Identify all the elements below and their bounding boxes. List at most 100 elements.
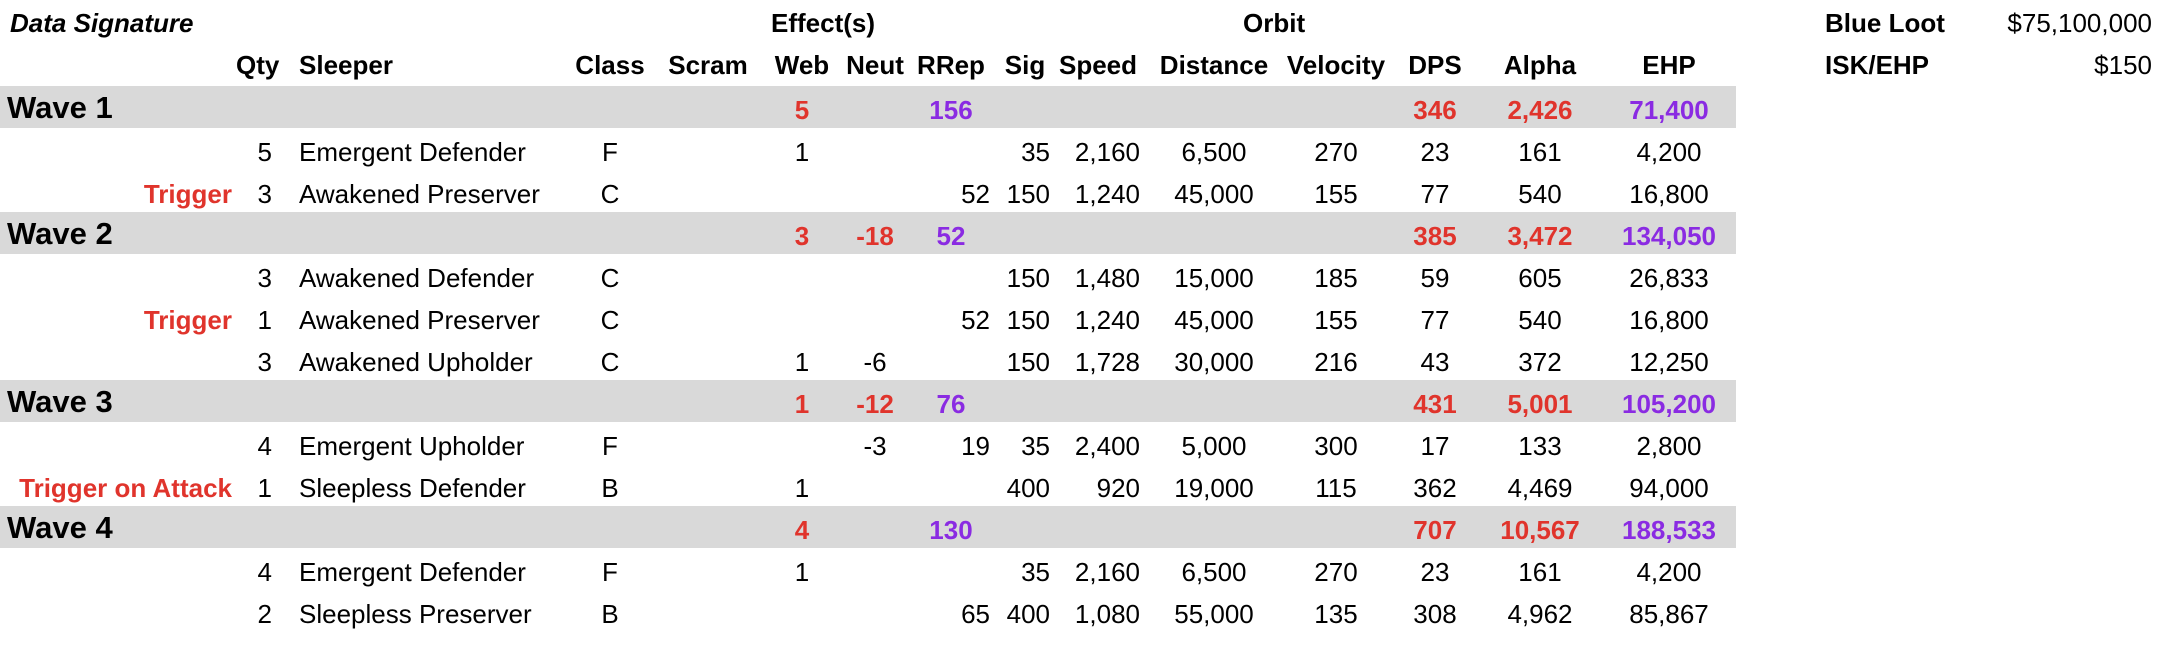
sleeper-ehp: 16,800	[1629, 305, 1709, 335]
wave-header-row	[0, 506, 1736, 548]
sleeper-distance: 30,000	[1174, 347, 1254, 377]
sleeper-class: F	[602, 137, 618, 167]
sleeper-distance: 6,500	[1181, 557, 1247, 587]
column-header-speed: Speed	[1058, 50, 1138, 80]
sleeper-alpha: 161	[1518, 557, 1562, 587]
sleeper-velocity: 270	[1314, 137, 1358, 167]
column-header-dps: DPS	[1408, 50, 1462, 80]
sleeper-velocity: 135	[1314, 599, 1358, 629]
wave-ehp-total: 71,400	[1629, 95, 1709, 125]
sleeper-velocity: 155	[1314, 179, 1358, 209]
sleeper-class: B	[601, 473, 619, 503]
sleeper-speed: 1,480	[1074, 263, 1140, 293]
sleeper-sleeper: Emergent Upholder	[299, 431, 525, 461]
sleeper-ehp: 26,833	[1629, 263, 1709, 293]
wave-header-row	[0, 86, 1736, 128]
sleeper-sig: 150	[1006, 347, 1050, 377]
wave-web-total: 1	[794, 389, 810, 419]
wave-alpha-total: 3,472	[1507, 221, 1573, 251]
wave-web-total: 3	[794, 221, 810, 251]
column-header-ehp: EHP	[1642, 50, 1696, 80]
column-header-distance: Distance	[1159, 50, 1269, 80]
sleeper-speed: 2,160	[1074, 137, 1140, 167]
sleeper-velocity: 300	[1314, 431, 1358, 461]
wave-rrep-total: 76	[936, 389, 966, 419]
sleeper-rrep: 19	[961, 431, 990, 461]
sleeper-qty: 5	[257, 137, 272, 167]
sleeper-dps: 362	[1413, 473, 1457, 503]
trigger-note: Trigger	[143, 179, 232, 209]
wave-alpha-total: 2,426	[1507, 95, 1573, 125]
sleeper-neut: -6	[863, 347, 887, 377]
sleeper-ehp: 4,200	[1636, 557, 1702, 587]
sleeper-dps: 17	[1420, 431, 1450, 461]
sleeper-dps: 23	[1420, 137, 1450, 167]
wave-web-total: 4	[794, 515, 810, 545]
column-header-web: Web	[774, 50, 830, 80]
sleeper-class: C	[600, 263, 620, 293]
column-header-rrep: RRep	[917, 50, 985, 80]
isk-ehp-label: ISK/EHP	[1825, 50, 1930, 80]
sleeper-sleeper: Awakened Defender	[299, 263, 535, 293]
column-header-scram: Scram	[668, 50, 748, 80]
wave-alpha-total: 5,001	[1507, 389, 1573, 419]
column-header-sleeper: Sleeper	[299, 50, 393, 80]
wave-dps-total: 707	[1413, 515, 1457, 545]
sleeper-speed: 1,240	[1074, 179, 1140, 209]
sleeper-velocity: 216	[1314, 347, 1358, 377]
wave-label: Wave 1	[7, 90, 113, 125]
sleeper-class: C	[600, 305, 620, 335]
sleeper-speed: 2,160	[1074, 557, 1140, 587]
sleeper-neut: -3	[863, 431, 887, 461]
wave-dps-total: 431	[1413, 389, 1457, 419]
sleeper-qty: 3	[257, 179, 272, 209]
sleeper-web: 1	[794, 473, 810, 503]
sleeper-velocity: 270	[1314, 557, 1358, 587]
sleeper-distance: 19,000	[1174, 473, 1254, 503]
sleeper-alpha: 161	[1518, 137, 1562, 167]
wave-rrep-total: 156	[929, 95, 973, 125]
sleeper-qty: 1	[257, 473, 272, 503]
sleeper-dps: 43	[1420, 347, 1450, 377]
sleeper-sleeper: Awakened Preserver	[299, 179, 540, 209]
sleeper-class: F	[602, 431, 618, 461]
sleeper-alpha: 605	[1518, 263, 1562, 293]
sleeper-sleeper: Awakened Preserver	[299, 305, 540, 335]
sleeper-distance: 45,000	[1174, 179, 1254, 209]
sleeper-dps: 59	[1420, 263, 1450, 293]
wave-label: Wave 3	[7, 384, 113, 419]
sleeper-sig: 35	[1021, 137, 1050, 167]
wave-ehp-total: 134,050	[1622, 221, 1716, 251]
wave-header-row	[0, 380, 1736, 422]
sleeper-qty: 3	[257, 347, 272, 377]
sleeper-dps: 308	[1413, 599, 1457, 629]
sleeper-ehp: 94,000	[1629, 473, 1709, 503]
sleeper-sleeper: Sleepless Preserver	[299, 599, 532, 629]
wave-label: Wave 2	[7, 216, 113, 251]
wave-neut-total: -18	[856, 221, 894, 251]
column-header-class: Class	[575, 50, 645, 80]
column-header-qty: Qty	[236, 50, 280, 80]
sleeper-sig: 150	[1006, 179, 1050, 209]
sleeper-qty: 1	[257, 305, 272, 335]
column-header-sig: Sig	[1004, 50, 1046, 80]
sleeper-sleeper: Emergent Defender	[299, 137, 526, 167]
column-header-velocity: Velocity	[1286, 50, 1386, 80]
wave-rrep-total: 130	[929, 515, 973, 545]
sleeper-alpha: 372	[1518, 347, 1562, 377]
orbit-group-header: Orbit	[1243, 8, 1306, 38]
sleeper-ehp: 16,800	[1629, 179, 1709, 209]
sleeper-distance: 45,000	[1174, 305, 1254, 335]
sleeper-alpha: 133	[1518, 431, 1562, 461]
sleeper-web: 1	[794, 137, 810, 167]
sleeper-speed: 1,240	[1074, 305, 1140, 335]
trigger-note: Trigger on Attack	[19, 473, 232, 503]
sleeper-velocity: 115	[1315, 473, 1357, 503]
sleeper-rrep: 52	[961, 179, 990, 209]
sleeper-sig: 400	[1006, 473, 1050, 503]
sleeper-class: C	[600, 347, 620, 377]
sleeper-sig: 150	[1006, 263, 1050, 293]
wave-neut-total: -12	[856, 389, 894, 419]
sleeper-sig: 35	[1021, 557, 1050, 587]
wave-rrep-total: 52	[936, 221, 966, 251]
